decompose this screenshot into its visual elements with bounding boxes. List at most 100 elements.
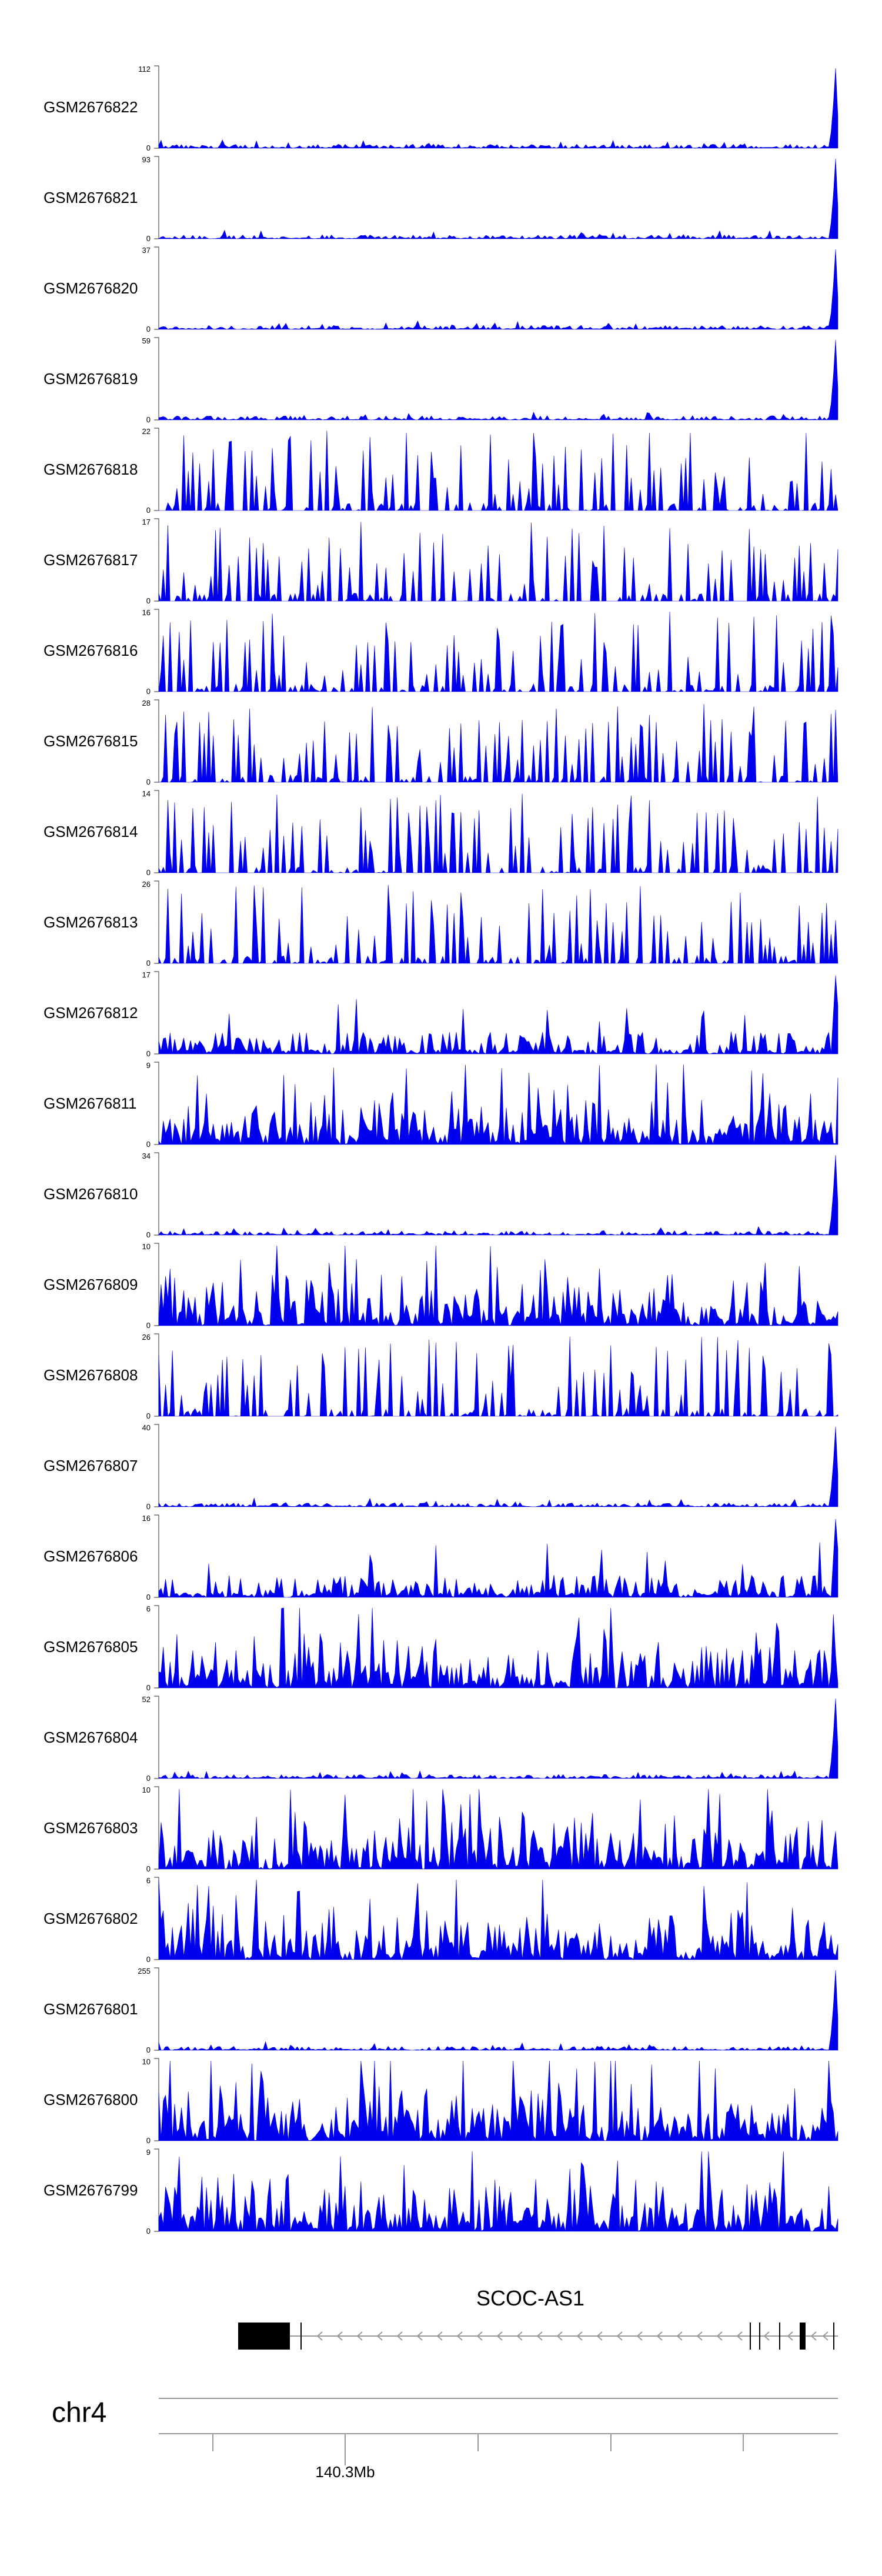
y-min-label: 0 (146, 1502, 151, 1511)
signal-area (158, 1607, 838, 1689)
strand-arrow (416, 2331, 423, 2341)
y-min-label: 0 (146, 144, 151, 152)
strand-arrow (556, 2331, 563, 2341)
signal-area (158, 1336, 838, 1417)
y-max-label: 10 (142, 1242, 151, 1251)
y-max-label: 16 (142, 1514, 151, 1523)
signal-area (158, 1154, 838, 1236)
signal-area (158, 2151, 838, 2232)
track-label: GSM2676813 (44, 913, 138, 931)
y-axis (154, 880, 159, 964)
track-GSM2676816: GSM2676816 16 0 (44, 608, 838, 696)
track-label: GSM2676822 (44, 98, 138, 116)
strand-arrow (676, 2331, 683, 2341)
y-max-label: 17 (142, 518, 151, 526)
strand-arrow (636, 2331, 643, 2341)
strand-arrow (456, 2331, 463, 2341)
track-GSM2676800: GSM2676800 10 0 (44, 2057, 838, 2145)
y-min-label: 0 (146, 1683, 151, 1692)
strand-arrow (656, 2331, 663, 2341)
strand-arrow (536, 2331, 543, 2341)
y-min-label: 0 (146, 959, 151, 967)
signal-area (158, 612, 838, 693)
strand-arrow (716, 2331, 723, 2341)
y-max-label: 255 (138, 1967, 151, 1976)
track-label: GSM2676820 (44, 279, 138, 297)
gene-track: SCOC-AS1 (238, 2286, 838, 2350)
chromosome-label: chr4 (52, 2397, 106, 2428)
track-label: GSM2676818 (44, 461, 138, 478)
signal-area (159, 431, 838, 511)
y-axis (154, 2148, 159, 2232)
track-GSM2676811: GSM2676811 9 0 (44, 1061, 838, 1149)
strand-arrow (396, 2331, 403, 2341)
track-label: GSM2676817 (44, 551, 138, 569)
y-min-label: 0 (146, 1593, 151, 1601)
track-label: GSM2676803 (44, 1819, 138, 1837)
y-max-label: 10 (142, 2057, 151, 2066)
strand-arrow (616, 2331, 623, 2341)
y-max-label: 52 (142, 1695, 151, 1704)
track-GSM2676803: GSM2676803 10 0 (44, 1786, 838, 1873)
y-max-label: 10 (142, 1786, 151, 1794)
strand-arrow (356, 2331, 363, 2341)
y-axis (154, 1152, 159, 1236)
y-min-label: 0 (146, 1864, 151, 1873)
track-label: GSM2676821 (44, 189, 138, 206)
track-GSM2676818: GSM2676818 22 0 (44, 427, 838, 515)
track-GSM2676807: GSM2676807 40 0 (44, 1423, 838, 1511)
track-label: GSM2676808 (44, 1366, 138, 1384)
y-max-label: 93 (142, 155, 151, 164)
track-GSM2676822: GSM2676822 112 0 (44, 65, 838, 152)
track-label: GSM2676805 (44, 1638, 138, 1656)
strand-arrow (376, 2331, 383, 2341)
y-axis (154, 609, 159, 692)
y-axis (154, 65, 159, 149)
y-axis (154, 1696, 159, 1779)
signal-area (158, 975, 838, 1055)
y-axis (154, 1877, 159, 1960)
track-GSM2676806: GSM2676806 16 0 (44, 1514, 838, 1601)
track-label: GSM2676815 (44, 732, 138, 750)
track-GSM2676808: GSM2676808 26 0 (44, 1333, 838, 1420)
track-GSM2676799: GSM2676799 9 0 (44, 2148, 838, 2235)
y-min-label: 0 (146, 687, 151, 696)
track-GSM2676817: GSM2676817 17 0 (44, 518, 838, 605)
y-axis (154, 518, 159, 602)
y-max-label: 9 (146, 1061, 151, 1070)
y-max-label: 34 (142, 1152, 151, 1160)
signal-area (158, 249, 838, 330)
signal-area (158, 1245, 838, 1326)
y-min-label: 0 (146, 1140, 151, 1149)
strand-arrow (596, 2331, 603, 2341)
signal-area (158, 68, 838, 149)
signal-area (158, 704, 838, 783)
y-max-label: 40 (142, 1423, 151, 1432)
track-label: GSM2676802 (44, 1910, 138, 1927)
y-min-label: 0 (146, 1230, 151, 1239)
y-min-label: 0 (146, 1955, 151, 1964)
track-GSM2676810: GSM2676810 34 0 (44, 1152, 838, 1239)
y-min-label: 0 (146, 415, 151, 424)
gene-exon-block (238, 2323, 290, 2350)
y-axis (154, 1605, 159, 1689)
y-max-label: 6 (146, 1876, 151, 1885)
signal-area (158, 1064, 838, 1145)
y-axis (154, 1424, 159, 1507)
y-axis (154, 1967, 159, 2051)
y-min-label: 0 (146, 1321, 151, 1330)
strand-arrow (696, 2331, 703, 2341)
y-axis (154, 246, 159, 330)
signal-area (158, 339, 838, 421)
track-label: GSM2676807 (44, 1457, 138, 1474)
track-label: GSM2676809 (44, 1276, 138, 1293)
y-min-label: 0 (146, 778, 151, 786)
signal-area (158, 1879, 838, 1960)
y-max-label: 6 (146, 1604, 151, 1613)
y-axis (154, 790, 159, 873)
signal-area (158, 885, 838, 965)
track-GSM2676820: GSM2676820 37 0 (44, 246, 838, 333)
y-max-label: 14 (142, 789, 151, 798)
track-label: GSM2676800 (44, 2091, 138, 2108)
